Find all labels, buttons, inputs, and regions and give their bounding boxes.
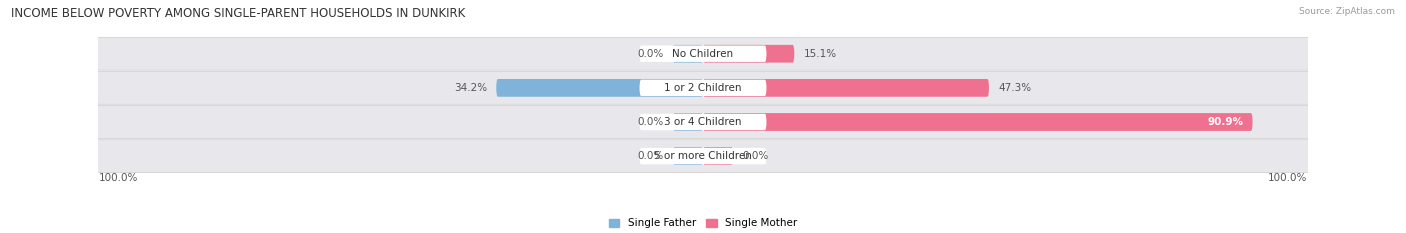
Legend: Single Father, Single Mother: Single Father, Single Mother	[605, 214, 801, 232]
FancyBboxPatch shape	[93, 37, 1313, 70]
Text: 3 or 4 Children: 3 or 4 Children	[664, 117, 742, 127]
FancyBboxPatch shape	[93, 106, 1313, 138]
FancyBboxPatch shape	[93, 72, 1313, 104]
Text: 0.0%: 0.0%	[637, 117, 664, 127]
Text: 34.2%: 34.2%	[454, 83, 486, 93]
Text: 1 or 2 Children: 1 or 2 Children	[664, 83, 742, 93]
Text: No Children: No Children	[672, 49, 734, 59]
FancyBboxPatch shape	[640, 45, 766, 62]
FancyBboxPatch shape	[703, 147, 734, 165]
Text: 100.0%: 100.0%	[98, 173, 138, 183]
FancyBboxPatch shape	[640, 148, 766, 164]
FancyBboxPatch shape	[672, 147, 703, 165]
Text: 0.0%: 0.0%	[637, 151, 664, 161]
Text: 0.0%: 0.0%	[637, 49, 664, 59]
Text: INCOME BELOW POVERTY AMONG SINGLE-PARENT HOUSEHOLDS IN DUNKIRK: INCOME BELOW POVERTY AMONG SINGLE-PARENT…	[11, 7, 465, 20]
Text: 0.0%: 0.0%	[742, 151, 769, 161]
Text: 100.0%: 100.0%	[1268, 173, 1308, 183]
Text: 90.9%: 90.9%	[1208, 117, 1243, 127]
Text: 5 or more Children: 5 or more Children	[654, 151, 752, 161]
FancyBboxPatch shape	[93, 140, 1313, 172]
Text: 47.3%: 47.3%	[998, 83, 1031, 93]
FancyBboxPatch shape	[496, 79, 703, 97]
FancyBboxPatch shape	[640, 114, 766, 130]
FancyBboxPatch shape	[703, 113, 1253, 131]
FancyBboxPatch shape	[672, 45, 703, 63]
FancyBboxPatch shape	[672, 113, 703, 131]
FancyBboxPatch shape	[703, 45, 794, 63]
Text: Source: ZipAtlas.com: Source: ZipAtlas.com	[1299, 7, 1395, 16]
FancyBboxPatch shape	[640, 80, 766, 96]
Text: 15.1%: 15.1%	[803, 49, 837, 59]
FancyBboxPatch shape	[703, 79, 988, 97]
